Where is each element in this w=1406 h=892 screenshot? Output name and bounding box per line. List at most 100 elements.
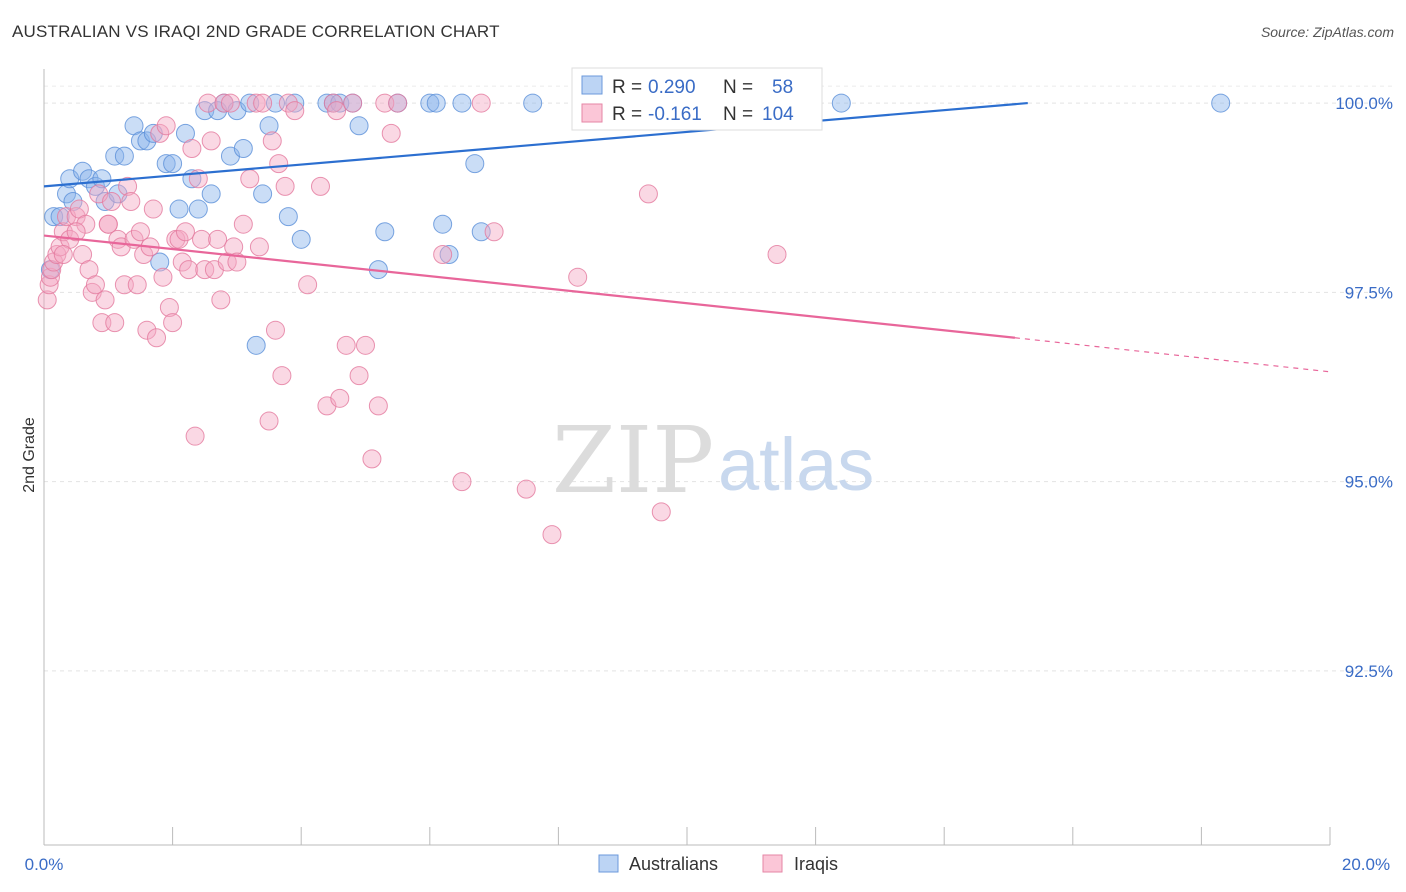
y-tick-label: 97.5% xyxy=(1345,283,1393,302)
data-point xyxy=(66,207,86,227)
data-point xyxy=(156,116,176,136)
data-point xyxy=(433,244,453,264)
data-point xyxy=(278,207,298,227)
data-point xyxy=(638,184,658,204)
data-point xyxy=(452,93,472,113)
data-point xyxy=(246,93,266,113)
series-legend-australians: Australians xyxy=(629,854,718,874)
tick-labels: 92.5% 95.0% 97.5% 100.0% 0.0% 20.0% xyxy=(25,94,1393,874)
data-point xyxy=(291,229,311,249)
data-point xyxy=(76,214,96,234)
data-point xyxy=(433,214,453,234)
points-layer xyxy=(37,93,1231,545)
data-point xyxy=(484,222,504,242)
data-point xyxy=(169,199,189,219)
x-tick-label: 0.0% xyxy=(25,855,64,874)
data-point xyxy=(336,335,356,355)
data-point xyxy=(249,237,269,257)
trend-line-australians xyxy=(43,101,1028,188)
trend-extension-iraqis xyxy=(1014,337,1331,373)
data-point xyxy=(150,252,170,272)
data-point xyxy=(439,244,459,264)
data-point xyxy=(66,222,86,242)
data-point xyxy=(195,260,215,280)
y-tick-label: 92.5% xyxy=(1345,662,1393,681)
data-point xyxy=(275,176,295,196)
data-point xyxy=(651,502,671,522)
legend-n-label-2: N = xyxy=(723,104,753,125)
data-point xyxy=(330,388,350,408)
data-point xyxy=(1211,93,1231,113)
legend-n-label-1: N = xyxy=(723,77,753,98)
data-point xyxy=(542,525,562,545)
data-point xyxy=(259,411,279,431)
trend-lines xyxy=(43,101,1331,373)
data-point xyxy=(127,275,147,295)
data-point xyxy=(143,199,163,219)
data-point xyxy=(130,222,150,242)
y-tick-label: 95.0% xyxy=(1345,473,1393,492)
data-point xyxy=(105,313,125,333)
data-point xyxy=(214,93,234,113)
data-point xyxy=(150,123,170,143)
y-axis-label: 2nd Grade xyxy=(21,417,38,493)
data-point xyxy=(92,169,112,189)
data-point xyxy=(349,116,369,136)
data-point xyxy=(523,93,543,113)
data-point xyxy=(227,252,247,272)
data-point xyxy=(39,275,59,295)
trend-line-iraqis xyxy=(43,234,1016,339)
legend-r-value-1: 0.290 xyxy=(648,77,696,98)
data-point xyxy=(285,101,305,121)
data-point xyxy=(323,93,343,113)
data-point xyxy=(362,449,382,469)
data-point xyxy=(240,169,260,189)
data-point xyxy=(220,93,240,113)
data-point xyxy=(233,214,253,234)
legend-r-value-2: -0.161 xyxy=(648,104,702,125)
data-point xyxy=(102,191,122,211)
legend-n-value-2: 104 xyxy=(762,104,794,125)
data-point xyxy=(471,93,491,113)
data-point xyxy=(381,123,401,143)
data-point xyxy=(420,93,440,113)
series-australians xyxy=(40,93,1231,355)
legend-swatch-iraqis xyxy=(581,103,603,123)
series-legend-iraqis: Iraqis xyxy=(794,854,838,874)
data-point xyxy=(246,335,266,355)
data-point xyxy=(179,260,199,280)
data-point xyxy=(118,176,138,196)
data-point xyxy=(159,297,179,317)
data-point xyxy=(163,313,183,333)
data-point xyxy=(182,138,202,158)
data-point xyxy=(262,131,282,151)
legend-r-label-1: R = xyxy=(612,77,642,98)
data-point xyxy=(156,154,176,174)
data-point xyxy=(42,260,62,280)
data-point xyxy=(343,93,363,113)
data-point xyxy=(40,267,60,287)
data-point xyxy=(47,244,67,264)
data-point xyxy=(105,146,125,166)
data-point xyxy=(285,93,305,113)
legend-r-label-2: R = xyxy=(612,104,642,125)
data-point xyxy=(767,244,787,264)
data-point xyxy=(137,320,157,340)
source-label: Source: ZipAtlas.com xyxy=(1260,24,1394,40)
watermark: ZIP atlas xyxy=(552,407,874,514)
legend-frame xyxy=(571,67,823,131)
data-point xyxy=(356,335,375,355)
data-point xyxy=(452,472,472,492)
data-point xyxy=(37,290,57,310)
data-point xyxy=(188,199,208,219)
data-point xyxy=(73,161,93,181)
series-iraqis xyxy=(37,93,787,545)
data-point xyxy=(298,275,318,295)
chart-title: AUSTRALIAN VS IRAQI 2ND GRADE CORRELATIO… xyxy=(12,22,500,41)
data-point xyxy=(95,290,115,310)
data-point xyxy=(375,222,395,242)
watermark-atlas: atlas xyxy=(718,423,874,506)
data-point xyxy=(310,176,330,196)
data-point xyxy=(198,93,218,113)
